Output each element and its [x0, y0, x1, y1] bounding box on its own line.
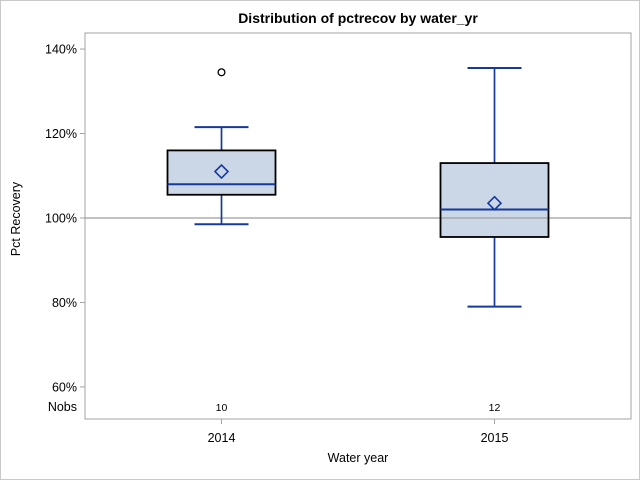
- mean-marker: [486, 195, 503, 211]
- box-outline: [439, 162, 550, 238]
- nobs-value: 10: [216, 402, 228, 414]
- box-outline: [166, 149, 277, 196]
- outlier-point: [217, 68, 226, 77]
- box-fill: [440, 163, 549, 237]
- x-tick-label: 2014: [208, 431, 236, 445]
- nobs-value: 12: [489, 402, 501, 414]
- mean-marker: [213, 163, 230, 180]
- y-tick-label: 140%: [45, 43, 77, 57]
- y-tick-label: 100%: [45, 211, 77, 225]
- x-tick-label: 2015: [481, 431, 509, 445]
- x-axis-title: Water year: [327, 451, 389, 465]
- y-tick-label: 60%: [52, 380, 77, 394]
- nobs-label: Nobs: [48, 400, 77, 414]
- chart-title: Distribution of pctrecov by water_yr: [238, 10, 478, 26]
- plot-frame: [84, 32, 632, 420]
- y-tick-label: 80%: [52, 296, 77, 310]
- box-fill: [167, 150, 276, 195]
- y-tick-label: 120%: [45, 127, 77, 141]
